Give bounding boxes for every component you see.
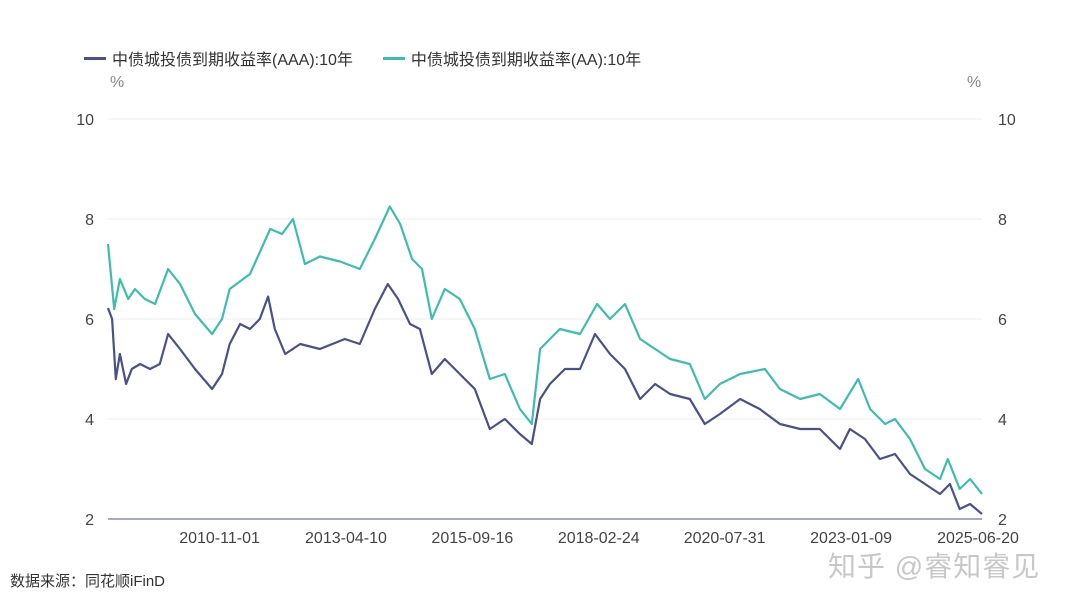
legend-item-aa[interactable]: 中债城投债到期收益率(AA):10年 xyxy=(382,46,642,70)
y-tick-right: 10 xyxy=(998,112,1016,129)
right-axis-unit: % xyxy=(967,74,982,91)
y-tick-right: 2 xyxy=(998,512,1007,529)
x-tick-label: 2025-06-20 xyxy=(937,530,1019,547)
x-tick-label: 2010-11-01 xyxy=(179,530,260,547)
y-tick-left: 4 xyxy=(85,412,94,429)
series-line-aa xyxy=(106,205,983,495)
legend-swatch-aa xyxy=(382,56,405,60)
y-tick-left: 6 xyxy=(85,312,94,329)
data-source: 数据来源：同花顺iFinD xyxy=(10,573,166,590)
y-tick-left: 8 xyxy=(85,212,94,229)
y-tick-left: 10 xyxy=(76,112,94,129)
y-tick-left: 2 xyxy=(85,512,94,529)
legend-item-aaa[interactable]: 中债城投债到期收益率(AAA):10年 xyxy=(84,46,353,70)
x-tick-label: 2020-07-31 xyxy=(684,530,766,547)
legend-label-aa: 中债城投债到期收益率(AA):10年 xyxy=(410,52,642,69)
y-tick-right: 6 xyxy=(998,312,1007,329)
legend: 中债城投债到期收益率(AAA):10年 中债城投债到期收益率(AA):10年 xyxy=(84,46,641,70)
series-line-aaa xyxy=(106,282,983,515)
x-tick-label: 2013-04-10 xyxy=(305,530,387,547)
left-axis-unit: % xyxy=(110,74,125,91)
watermark: 知乎 @睿知睿见 xyxy=(828,551,1041,582)
x-tick-label: 2018-02-24 xyxy=(558,530,640,547)
x-tick-label: 2023-01-09 xyxy=(810,530,892,547)
legend-swatch-aaa xyxy=(84,56,106,60)
x-tick-label: 2015-09-16 xyxy=(431,530,513,547)
y-tick-right: 4 xyxy=(998,412,1007,429)
y-tick-right: 8 xyxy=(998,212,1007,229)
legend-label-aaa: 中债城投债到期收益率(AAA):10年 xyxy=(112,52,353,69)
